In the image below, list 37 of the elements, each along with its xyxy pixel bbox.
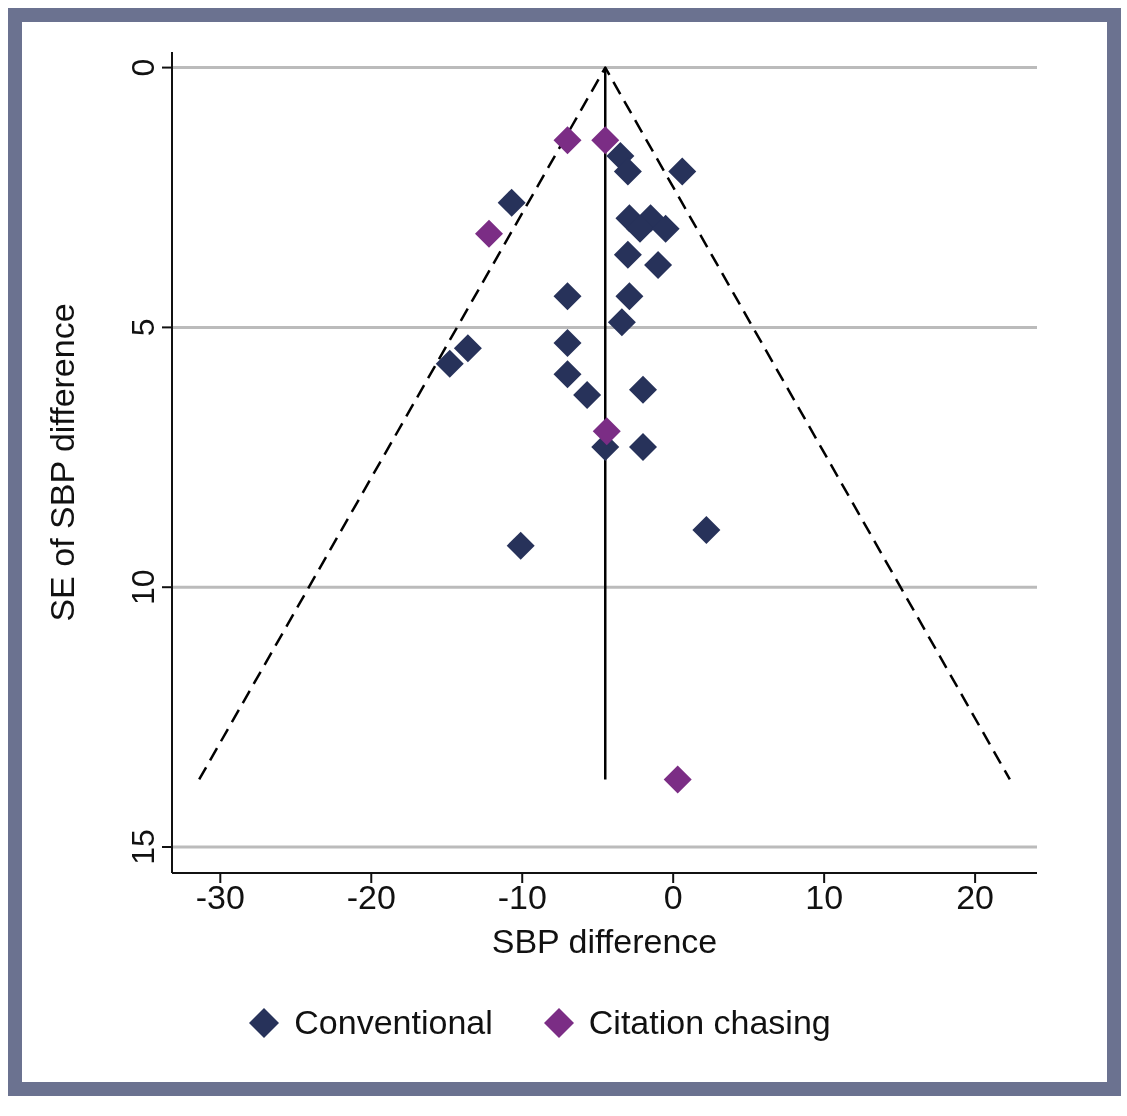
- point: [663, 765, 692, 794]
- point: [553, 282, 582, 311]
- point: [553, 126, 582, 155]
- point: [628, 432, 657, 461]
- point: [592, 417, 621, 446]
- y-tick-label: 10: [125, 569, 161, 606]
- y-tick-label: 5: [125, 318, 161, 337]
- x-tick-label: 0: [663, 878, 683, 917]
- point: [553, 360, 582, 389]
- legend-label: Conventional: [294, 1003, 493, 1042]
- point: [435, 349, 464, 378]
- x-tick-label: -30: [195, 878, 245, 917]
- x-tick-label: 20: [956, 878, 995, 917]
- point: [644, 251, 673, 280]
- point: [573, 380, 602, 409]
- point: [475, 219, 504, 248]
- y-axis-title: SE of SBP difference: [43, 303, 82, 622]
- point: [668, 157, 697, 186]
- point: [497, 188, 526, 217]
- y-tick-label: 0: [125, 58, 161, 77]
- x-tick-label: 10: [805, 878, 844, 917]
- point: [628, 375, 657, 404]
- x-axis-title: SBP difference: [491, 922, 718, 960]
- point: [615, 282, 644, 311]
- point: [651, 214, 680, 243]
- x-tick-label: -10: [497, 878, 547, 917]
- point: [613, 240, 642, 269]
- point: [591, 126, 620, 155]
- point: [607, 308, 636, 337]
- x-tick-label: -20: [346, 878, 396, 917]
- point: [692, 516, 721, 545]
- y-tick-label: 15: [125, 829, 161, 865]
- point: [553, 328, 582, 357]
- point: [506, 531, 535, 560]
- point: [453, 334, 482, 363]
- point: [613, 157, 642, 186]
- legend-label: Citation chasing: [588, 1003, 831, 1042]
